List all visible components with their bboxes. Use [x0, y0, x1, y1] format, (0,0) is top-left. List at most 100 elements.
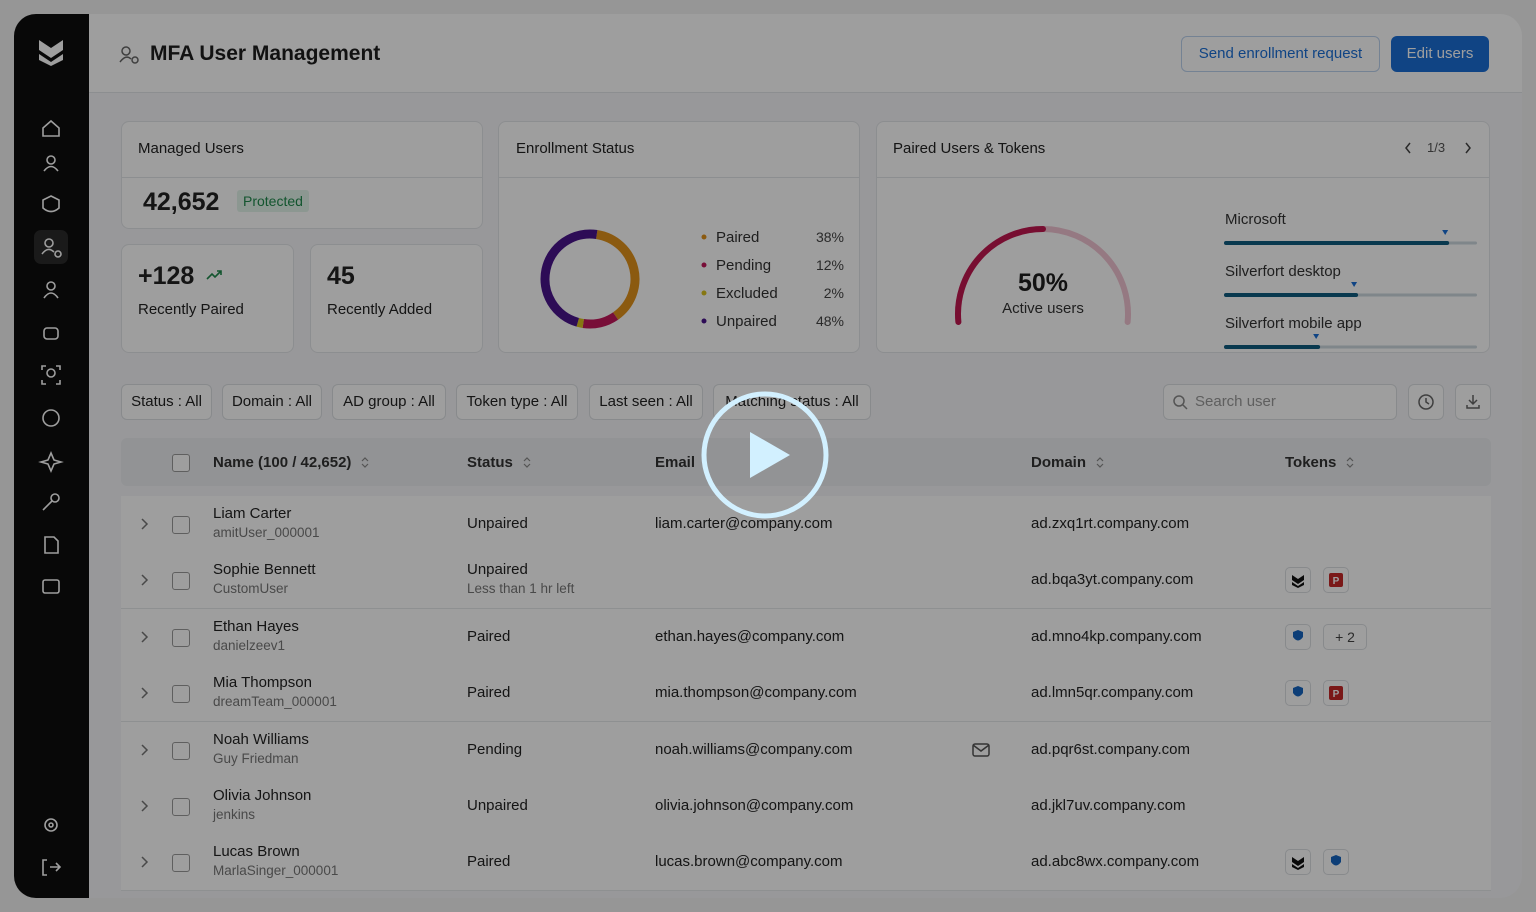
filter-pill[interactable]: Token type : All — [456, 384, 578, 420]
play-button[interactable] — [700, 390, 832, 522]
domain: ad.pqr6st.company.com — [1031, 740, 1190, 758]
app: MFA User Management Send enrollment requ… — [14, 14, 1522, 898]
user-id: CustomUser — [213, 581, 289, 597]
gauge-value: 50% — [1018, 269, 1068, 297]
legend-label: Excluded — [716, 285, 778, 302]
edit-users-button[interactable]: Edit users — [1391, 36, 1489, 72]
legend-value: 12% — [816, 257, 844, 273]
expand-icon[interactable] — [139, 686, 149, 700]
expand-icon[interactable] — [139, 743, 149, 757]
table-row[interactable] — [121, 834, 1491, 892]
checkbox[interactable] — [172, 685, 190, 704]
filter-pill[interactable]: AD group : All — [332, 384, 446, 420]
legend-value: 38% — [816, 229, 844, 245]
filter-pill[interactable]: Last seen : All — [589, 384, 703, 420]
status: Pending — [467, 740, 523, 758]
enrollment-chart: Paired 38% Pending 12% Excluded 2% Unpaired 48% — [540, 229, 844, 330]
sidebar-icons — [34, 40, 68, 876]
svg-text:P: P — [1333, 689, 1340, 700]
email: lucas.brown@company.com — [655, 853, 843, 871]
table-row[interactable] — [121, 721, 1491, 779]
expand-icon[interactable] — [139, 630, 149, 644]
email: ethan.hayes@company.com — [655, 627, 845, 645]
donut-segment — [582, 312, 619, 329]
send-enrollment-button[interactable]: Send enrollment request — [1181, 36, 1380, 72]
sort-icon[interactable] — [1096, 456, 1104, 468]
bar-label: Silverfort mobile app — [1225, 315, 1362, 332]
trend-icon — [206, 270, 222, 280]
stat-value: +128 — [138, 262, 195, 290]
checkbox[interactable] — [172, 628, 190, 647]
domain: ad.mno4kp.company.com — [1031, 627, 1202, 645]
export-button[interactable] — [1455, 384, 1491, 420]
sort-icon[interactable] — [361, 456, 369, 468]
legend-label: Unpaired — [716, 313, 777, 330]
stat-card — [121, 244, 294, 353]
gauge-label: Active users — [1002, 300, 1084, 317]
token-icon — [1323, 849, 1349, 876]
user-id: MarlaSinger_000001 — [213, 863, 339, 879]
bar-fill — [1224, 241, 1450, 245]
stat-label: Recently Added — [327, 301, 433, 318]
email: mia.thompson@company.com — [655, 684, 857, 702]
token-icon: P — [1323, 567, 1349, 594]
domain: ad.lmn5qr.company.com — [1031, 684, 1194, 702]
checkbox[interactable] — [172, 854, 190, 873]
table-row[interactable] — [121, 665, 1491, 723]
email: olivia.johnson@company.com — [655, 797, 854, 814]
status: Unpaired — [467, 797, 528, 814]
domain: ad.abc8wx.company.com — [1031, 853, 1200, 871]
sort-icon[interactable] — [523, 456, 531, 468]
column-header: Status — [467, 454, 513, 471]
expand-icon[interactable] — [139, 517, 149, 531]
stat-card — [310, 244, 483, 353]
domain: ad.bqa3yt.company.com — [1031, 571, 1194, 589]
status: Paired — [467, 627, 511, 645]
stat-value: 45 — [327, 262, 355, 290]
history-button[interactable] — [1408, 384, 1444, 420]
user-name: Sophie Bennett — [213, 561, 316, 579]
expand-icon[interactable] — [139, 855, 149, 869]
protected-badge: Protected — [237, 190, 309, 212]
stat-label: Recently Paired — [138, 301, 244, 318]
table-header — [121, 438, 1491, 486]
checkbox[interactable] — [172, 454, 190, 472]
bar-label: Microsoft — [1225, 211, 1287, 228]
user-name: Ethan Hayes — [213, 617, 299, 635]
donut-segment — [595, 230, 640, 320]
sort-icon[interactable] — [1346, 456, 1354, 468]
bar-marker — [1442, 230, 1449, 235]
token-icon — [1285, 567, 1311, 594]
column-header: Email — [655, 454, 696, 471]
table-row[interactable] — [121, 496, 1491, 553]
search-icon — [1173, 395, 1188, 410]
search-box[interactable] — [1163, 384, 1397, 420]
expand-icon[interactable] — [139, 573, 149, 587]
search-placeholder: Search user — [1195, 393, 1276, 410]
user-name: Olivia Johnson — [213, 787, 312, 804]
card-title: Paired Users & Tokens — [893, 140, 1046, 157]
resend-icon[interactable] — [971, 741, 993, 759]
status: Paired — [467, 853, 511, 871]
more-tokens: + 2 — [1323, 623, 1367, 650]
checkbox[interactable] — [172, 741, 190, 760]
bar-fill — [1224, 293, 1359, 297]
donut-segment — [576, 317, 585, 328]
user-name: Mia Thompson — [213, 674, 312, 692]
checkbox[interactable] — [172, 516, 190, 534]
filter-pill[interactable]: Domain : All — [222, 384, 322, 420]
expand-icon[interactable] — [139, 799, 149, 813]
pager: 1/3 — [1427, 140, 1446, 155]
checkbox[interactable] — [172, 798, 190, 816]
table-row[interactable] — [121, 778, 1491, 835]
paired-chart: 50% Active users Microsoft Silverfort deskt… — [955, 211, 1477, 349]
table-row[interactable] — [121, 552, 1491, 610]
checkbox[interactable] — [172, 572, 190, 591]
gauge-fill — [955, 226, 1046, 325]
card-title: Managed Users — [138, 140, 244, 157]
token-icon — [1285, 849, 1311, 876]
legend-dot — [701, 290, 707, 296]
filter-pill[interactable]: Status : All — [121, 384, 212, 420]
user-id: danielzeev1 — [213, 637, 286, 653]
legend-dot — [701, 262, 707, 268]
